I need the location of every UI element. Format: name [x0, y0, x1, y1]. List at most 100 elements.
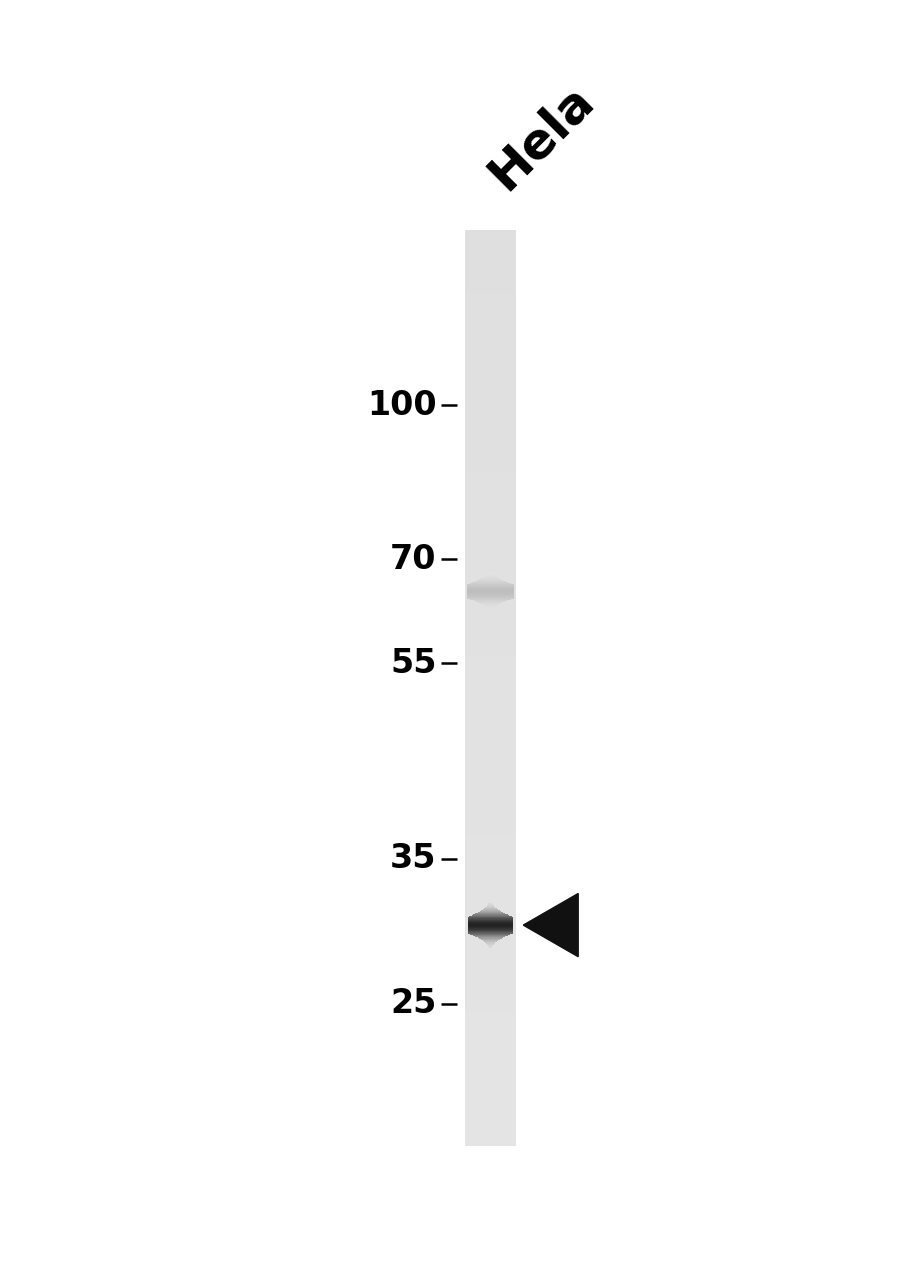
Bar: [465, 780, 516, 785]
Bar: [465, 634, 516, 637]
Bar: [465, 884, 516, 890]
Bar: [465, 707, 516, 710]
Bar: [465, 390, 516, 396]
Bar: [465, 477, 516, 483]
Bar: [465, 977, 516, 980]
Bar: [465, 1076, 516, 1082]
Bar: [465, 844, 516, 849]
Bar: [465, 440, 516, 445]
Bar: [465, 312, 516, 317]
Bar: [465, 902, 516, 908]
Bar: [465, 611, 516, 614]
Bar: [465, 573, 516, 579]
Bar: [465, 771, 516, 774]
Bar: [465, 940, 516, 945]
Bar: [465, 1021, 516, 1027]
Bar: [465, 968, 516, 972]
Bar: [465, 1105, 516, 1108]
Bar: [465, 858, 516, 861]
Bar: [465, 588, 516, 591]
Bar: [465, 1096, 516, 1100]
Bar: [465, 422, 516, 428]
Bar: [465, 340, 516, 344]
Bar: [465, 1000, 516, 1004]
Bar: [465, 582, 516, 588]
Bar: [465, 724, 516, 730]
Bar: [465, 244, 516, 248]
Bar: [465, 925, 516, 931]
Bar: [465, 838, 516, 844]
Text: Hela: Hela: [478, 74, 602, 198]
Bar: [465, 486, 516, 492]
Bar: [465, 344, 516, 349]
Bar: [465, 646, 516, 652]
Bar: [465, 698, 516, 701]
Bar: [465, 381, 516, 387]
Bar: [465, 532, 516, 538]
Bar: [465, 353, 516, 358]
Bar: [465, 678, 516, 684]
Bar: [465, 317, 516, 323]
Bar: [465, 934, 516, 940]
Bar: [465, 669, 516, 675]
Bar: [465, 276, 516, 280]
Bar: [465, 358, 516, 364]
Bar: [465, 899, 516, 904]
Bar: [465, 568, 516, 573]
Bar: [465, 876, 516, 881]
Bar: [465, 483, 516, 486]
Bar: [465, 303, 516, 308]
Bar: [465, 460, 516, 463]
Bar: [465, 652, 516, 655]
Bar: [465, 1123, 516, 1128]
Bar: [465, 1140, 516, 1146]
Bar: [465, 413, 516, 419]
Bar: [465, 751, 516, 756]
Bar: [465, 1100, 516, 1105]
Bar: [465, 372, 516, 376]
Bar: [465, 1053, 516, 1059]
Bar: [465, 404, 516, 408]
Bar: [465, 536, 516, 541]
Bar: [465, 605, 516, 611]
Bar: [465, 835, 516, 838]
Bar: [465, 628, 516, 634]
Bar: [465, 524, 516, 527]
Bar: [465, 268, 516, 271]
Bar: [465, 710, 516, 716]
Bar: [465, 321, 516, 326]
Bar: [465, 492, 516, 495]
Bar: [465, 463, 516, 468]
Bar: [465, 436, 516, 440]
Bar: [465, 719, 516, 724]
Bar: [465, 1064, 516, 1068]
Bar: [465, 262, 516, 268]
Bar: [465, 509, 516, 515]
Text: 70: 70: [390, 543, 437, 576]
Polygon shape: [523, 893, 577, 956]
Bar: [465, 817, 516, 820]
Bar: [465, 756, 516, 762]
Bar: [465, 739, 516, 742]
Bar: [465, 257, 516, 262]
Bar: [465, 812, 516, 817]
Bar: [465, 308, 516, 312]
Bar: [465, 399, 516, 404]
Bar: [465, 957, 516, 963]
Bar: [465, 881, 516, 884]
Bar: [465, 396, 516, 399]
Bar: [465, 559, 516, 564]
Bar: [465, 1027, 516, 1032]
Bar: [465, 294, 516, 300]
Bar: [465, 922, 516, 925]
Bar: [465, 742, 516, 748]
Bar: [465, 596, 516, 602]
Bar: [465, 1108, 516, 1114]
Bar: [465, 515, 516, 518]
Bar: [465, 1137, 516, 1140]
Bar: [465, 614, 516, 620]
Bar: [465, 762, 516, 765]
Bar: [465, 931, 516, 936]
Bar: [465, 280, 516, 285]
Bar: [465, 289, 516, 294]
